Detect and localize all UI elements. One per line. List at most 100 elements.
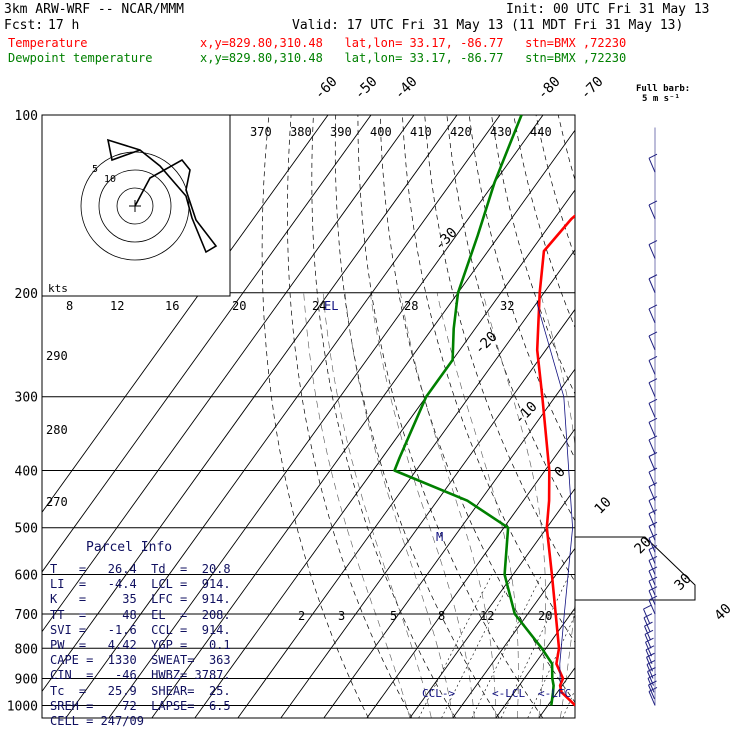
isotherm-label: -60 [312, 74, 341, 103]
mixing-ratio-line [441, 574, 514, 719]
parcel-info-row: SREH = 72 LAPSE= 6.5 [50, 698, 231, 713]
wind-barb-flag [648, 274, 658, 280]
hodo-speed-label: 24 [312, 299, 326, 313]
isotherm-line [151, 129, 575, 719]
wind-barb-flag [648, 509, 658, 515]
dewpoint-profile [393, 115, 555, 706]
pressure-tick-label: 800 [15, 642, 38, 657]
moist-adiabat [370, 292, 475, 719]
isotherm-line [237, 248, 575, 719]
parcel-info-row: CELL = 247/09 [50, 714, 144, 728]
isotherm-line [42, 115, 458, 693]
parcel-info-row: LI = -4.4 LCL = 914. [50, 577, 231, 592]
wind-barb [648, 456, 656, 471]
isotherm-label: 40 [712, 601, 735, 624]
wind-barb [648, 439, 656, 455]
mixing-ratio-label: 8 [438, 609, 445, 623]
pressure-tick-label: 400 [15, 465, 38, 480]
wind-barb [648, 204, 656, 220]
isotherm-label: -50 [352, 74, 381, 103]
ccl-label: CCL-> [422, 687, 455, 700]
wind-barb-flag [648, 576, 658, 582]
dry-adiabat [535, 115, 575, 258]
wind-barb [646, 664, 654, 679]
model-title: 3km ARW-WRF -- NCAR/MMM [4, 2, 185, 17]
wind-legend-line2: 5 m s⁻¹ [642, 94, 680, 104]
parcel-info-row: TT = 48 EL = 208. [50, 607, 231, 622]
isotherm-line [538, 667, 575, 719]
wind-barb-flag [648, 417, 658, 423]
wind-barb-flag [643, 604, 652, 610]
wind-barb-flag [644, 621, 653, 627]
wind-barb [648, 560, 656, 575]
el-level-label: EL [324, 299, 338, 313]
hodo-speed-label: 28 [404, 299, 418, 313]
isotherm-line [495, 607, 575, 719]
temperature-location: x,y=829.80,310.48 lat,lon= 33.17, -86.77… [200, 36, 627, 50]
wind-barb [647, 671, 654, 686]
wind-barb-flag [644, 629, 654, 635]
wind-barb [648, 590, 656, 605]
pressure-tick-label: 700 [15, 608, 38, 623]
isotherm-line [323, 368, 575, 719]
parcel-info-row: CAPE = 1330 SWEAT= 363 [50, 653, 231, 668]
mixing-ratio-label: 20 [538, 609, 552, 623]
mixing-ratio-label: 2 [298, 609, 305, 623]
wind-barb-flag [648, 482, 658, 488]
wind-barb [648, 684, 655, 700]
isotherm-label: 30 [672, 571, 695, 594]
parcel-info-row: K = 35 LFC = 914. [50, 592, 231, 607]
wind-barb-flag [648, 586, 658, 592]
init-time: Init: 00 UTC Fri 31 May 13 [506, 2, 710, 17]
isotherm-line [42, 115, 372, 573]
dry-adiabat [603, 115, 740, 718]
wind-panel-outline [575, 536, 696, 601]
mixing-ratio-line [418, 574, 493, 719]
forecast-hour: 17 h [48, 18, 80, 33]
wind-barb [643, 617, 651, 632]
wind-barb [644, 625, 651, 641]
moist-adiabat [482, 292, 546, 719]
isotherm-line [582, 115, 740, 718]
moist-adiabat [303, 292, 411, 719]
wind-barb [648, 537, 656, 553]
isotherm-label: -30 [432, 225, 461, 254]
parcel-info-row: PW = 4.42 YGP = 0.1 [50, 638, 231, 652]
hodograph-ring [116, 187, 154, 225]
parcel-info-row: SVI = -1.6 CCL = 914. [50, 622, 231, 637]
wind-barb [648, 513, 656, 528]
isotherm-line [42, 115, 329, 513]
pressure-tick-label: 500 [15, 522, 38, 537]
lfc-label: <-LFC [538, 687, 571, 700]
lcl-label: <-LCL [492, 687, 525, 700]
parcel-info-row: T = 26.4 Td = 20.8 [50, 562, 231, 576]
pressure-tick-label: 200 [15, 287, 38, 302]
pressure-tick-label: 600 [15, 568, 38, 583]
moist-adiabat [322, 292, 432, 719]
wind-barb-flag [648, 355, 658, 361]
dry-adiabat [670, 115, 740, 718]
wind-barb [648, 335, 656, 351]
dry-adiabat [513, 115, 575, 329]
mixing-ratio-line [562, 689, 575, 719]
isotherm-label: 0 [552, 464, 569, 481]
moist-adiabat [344, 292, 454, 719]
dewpoint-location: x,y=829.80,310.48 lat,lon= 33.17, -86.77… [200, 51, 627, 65]
hodograph-ring-label: 5 [92, 164, 98, 175]
parcel-path [536, 302, 574, 683]
isotherm-line [668, 115, 740, 718]
wind-barb [648, 403, 656, 418]
wind-barb-flag [645, 637, 654, 643]
isotherm-line [366, 428, 575, 719]
moist-adiabat [540, 292, 575, 719]
wind-barb [648, 244, 656, 259]
pressure-tick-label: 100 [15, 109, 38, 124]
dry-adiabat [647, 115, 740, 718]
wind-barb-flag [645, 645, 655, 651]
parcel-info-title: Parcel Info [86, 540, 173, 555]
wind-barb [648, 308, 656, 324]
wind-barb [648, 278, 656, 293]
wind-barb [643, 608, 650, 624]
wind-barb [648, 500, 656, 515]
wind-barb [647, 678, 655, 693]
